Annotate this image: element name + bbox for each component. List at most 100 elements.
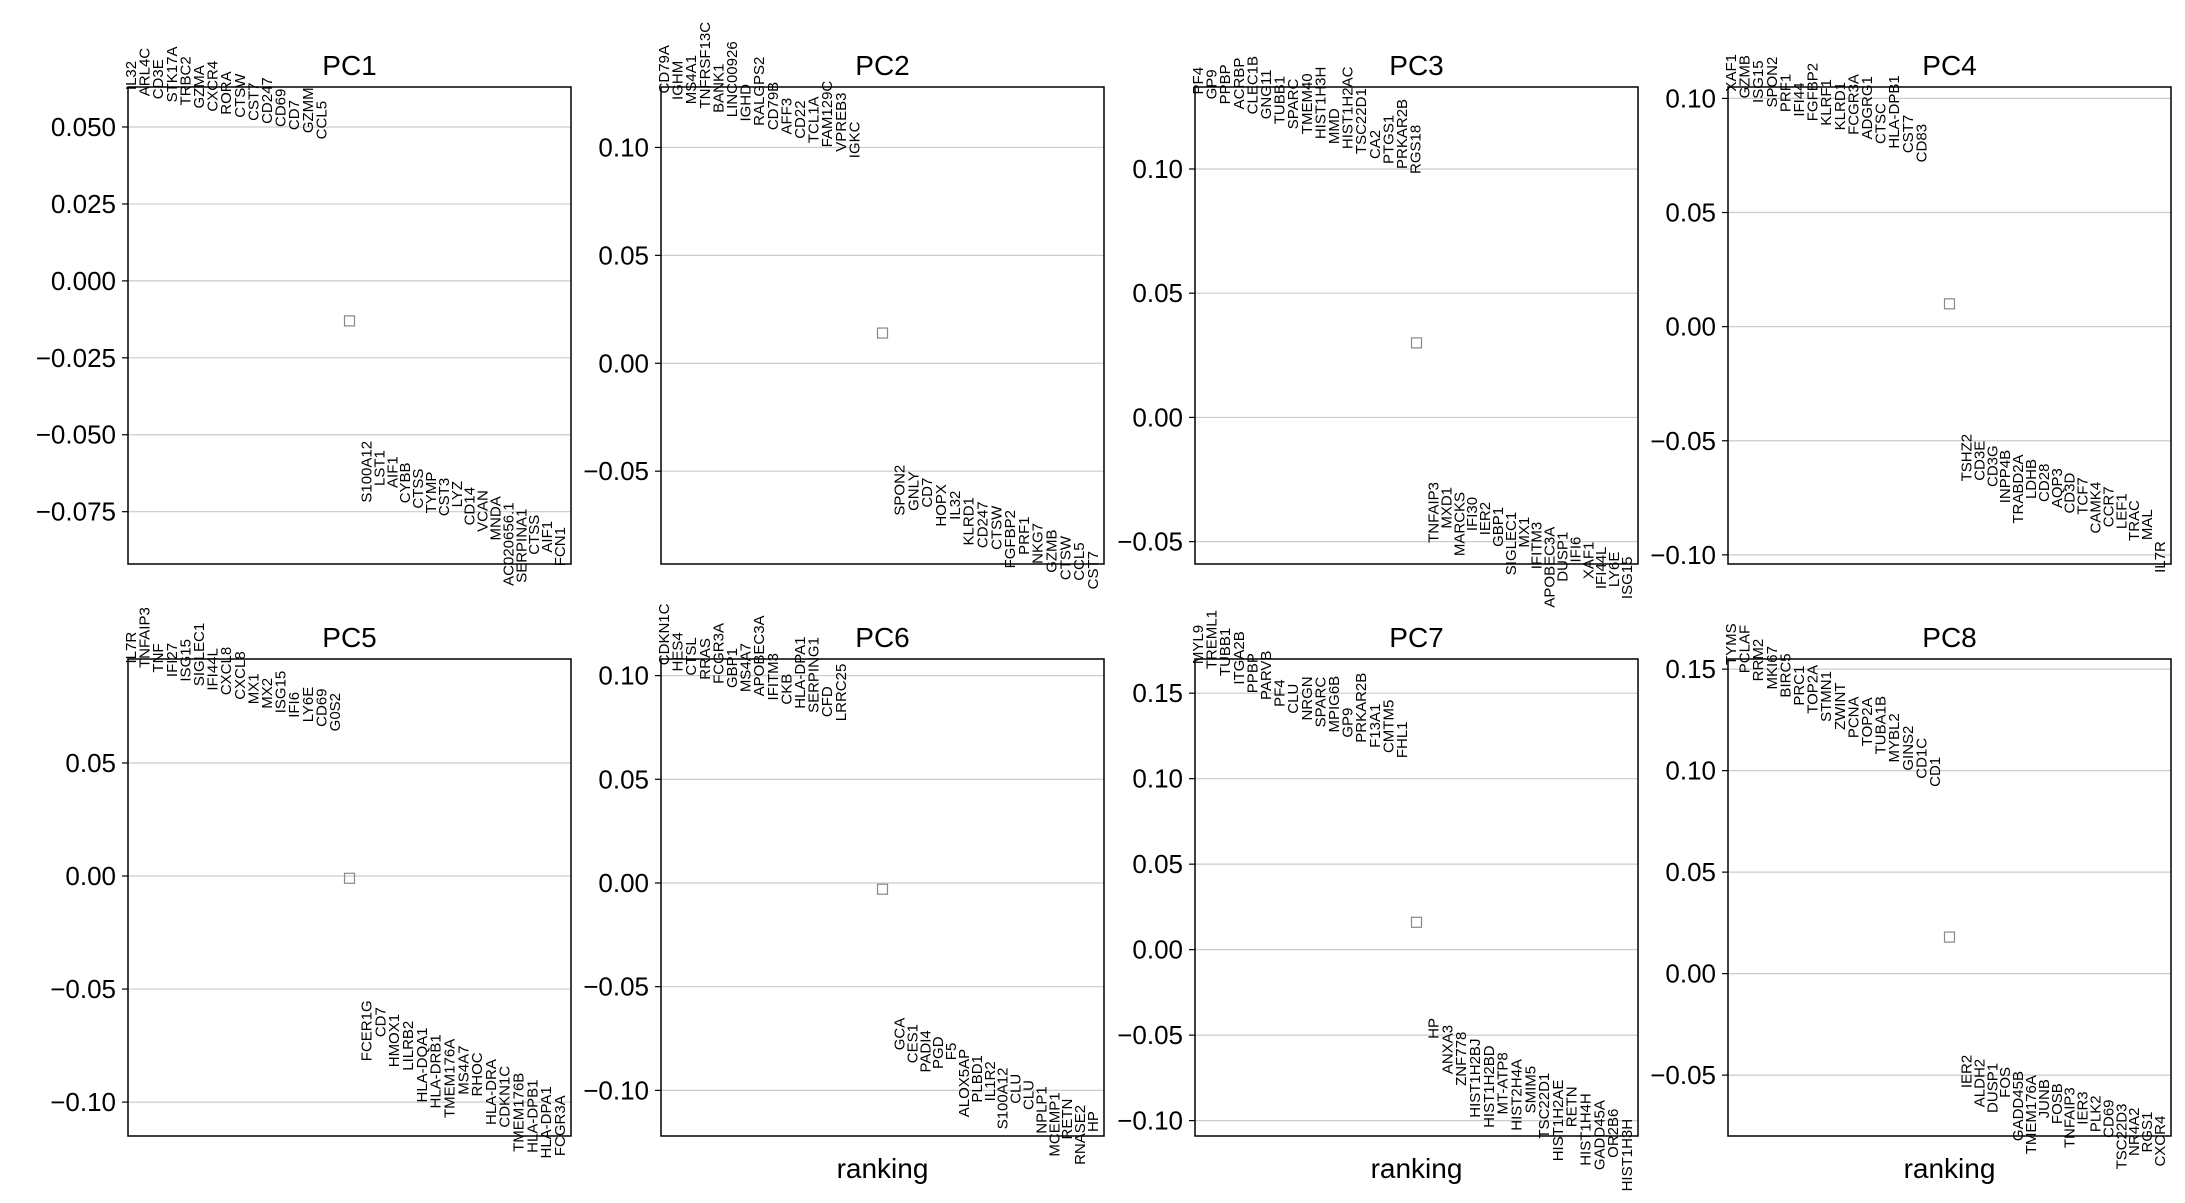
gene-label-bottom: CST3 <box>436 478 453 516</box>
gene-label-bottom: TSC22D3 <box>2113 1104 2130 1170</box>
gene-label-top: CLU <box>1285 684 1302 714</box>
gene-label-bottom: CXCR4 <box>2152 1116 2169 1167</box>
gene-label-top: IFI27 <box>164 643 181 677</box>
gene-label-top: CST7 <box>245 83 262 121</box>
gene-label-bottom: IER2 <box>1959 1055 1976 1088</box>
gene-label-bottom: MXD1 <box>1438 487 1455 529</box>
gene-label-bottom: MNDA <box>488 496 505 540</box>
panel-title: PC2 <box>855 50 909 81</box>
gene-label-top: PTGS1 <box>1380 115 1397 164</box>
pc-panel: 0.15 0.10 0.05 0.00 −0.05 −0.10 PC7 ranking MYL9… <box>1117 610 1639 1192</box>
gene-label-bottom: LYZ <box>449 481 466 507</box>
panel-title: PC5 <box>322 622 376 653</box>
gene-label-bottom: DUSP1 <box>1984 1063 2001 1113</box>
gene-label-top: PRKAR2B <box>1394 99 1411 169</box>
gene-label-top: MX2 <box>259 678 276 709</box>
gene-label-top: IL32 <box>123 61 140 90</box>
gene-label-bottom: CCR7 <box>2100 486 2117 527</box>
y-tick-label: −0.10 <box>1650 540 1716 570</box>
gene-label-bottom: TMEM176A <box>441 1039 458 1118</box>
gene-label-bottom: CCL5 <box>1071 542 1088 580</box>
gene-label-top: CTSW <box>232 73 249 118</box>
gene-label-top: TSC22D1 <box>1353 88 1370 154</box>
pc-panel: 0.10 0.05 0.00 −0.05 PC2 CD79AIGHMMS4A1TNFRSF… <box>583 22 1105 589</box>
gene-label-bottom: GNLY <box>905 471 922 511</box>
y-tick-label: 0.00 <box>65 861 116 891</box>
panel-title: PC7 <box>1389 622 1443 653</box>
y-tick-label: −0.05 <box>50 974 116 1004</box>
middle-marker <box>343 872 356 884</box>
gene-label-bottom: AC020656.1 <box>500 502 517 585</box>
gene-label-top: NRGN <box>1299 676 1316 720</box>
gene-label-top: MX1 <box>245 673 262 704</box>
gene-label-top: PF4 <box>1272 679 1289 707</box>
gene-label-top: RALGPS2 <box>751 57 768 126</box>
gene-label-top: SPON2 <box>1764 57 1781 108</box>
gene-label-bottom: GCA <box>892 1018 909 1051</box>
gene-label-bottom: IER3 <box>2075 1091 2092 1124</box>
gene-label-top: GZMM <box>300 87 317 133</box>
y-tick-label: 0.05 <box>598 764 649 794</box>
gene-label-bottom: AIF1 <box>384 456 401 488</box>
y-tick-label: 0.000 <box>51 266 116 296</box>
gene-label-top: TUBA1B <box>1873 696 1890 754</box>
y-tick-label: −0.10 <box>50 1087 116 1117</box>
y-tick-label: 0.05 <box>65 748 116 778</box>
gene-label-bottom: CD69 <box>2100 1099 2117 1137</box>
gene-label-bottom: NKG7 <box>1030 523 1047 564</box>
gene-label-top: MPIG6B <box>1326 676 1343 733</box>
gene-label-bottom: RETN <box>1059 1099 1076 1140</box>
gene-label-top: PRC1 <box>1791 666 1808 706</box>
middle-marker <box>1410 337 1423 349</box>
gene-label-bottom: NPLP1 <box>1033 1086 1050 1134</box>
gene-label-bottom: SPON2 <box>892 465 909 516</box>
gene-label-top: CD79B <box>765 82 782 130</box>
gene-label-bottom: CTSW <box>1057 535 1074 580</box>
gene-label-top: LY6E <box>300 687 317 723</box>
panel-title: PC6 <box>855 622 909 653</box>
gene-label-bottom: FOS <box>1997 1067 2014 1098</box>
pc-panel: 0.05 0.00 −0.05 −0.10 PC5 IL7RTNFAIP3TNFIFI27… <box>50 607 572 1159</box>
gene-label-bottom: ANXA3 <box>1439 1025 1456 1074</box>
middle-marker <box>876 883 889 895</box>
gene-label-top: GP9 <box>1204 69 1221 99</box>
y-tick-label: 0.10 <box>1132 764 1183 794</box>
y-tick-label: 0.025 <box>51 189 116 219</box>
gene-label-bottom: HIST1H2BJ <box>1467 1039 1484 1118</box>
gene-label-bottom: TRAC <box>2126 500 2143 541</box>
plot-frame <box>1727 658 2172 1137</box>
gene-label-top: GP9 <box>1340 708 1357 738</box>
gene-label-top: ARL4C <box>137 48 154 97</box>
gene-label-top: PARVB <box>1258 651 1275 700</box>
y-tick-label: −0.10 <box>1117 1106 1183 1136</box>
gene-label-bottom: IER2 <box>1477 502 1494 535</box>
gene-label-bottom: RNASE2 <box>1072 1105 1089 1165</box>
gene-label-bottom: HIST1H4H <box>1578 1093 1595 1166</box>
gene-label-top: IL7R <box>123 632 140 664</box>
gene-label-top: HLA-DPA1 <box>792 637 809 709</box>
gene-label-bottom: TYMP <box>423 472 440 514</box>
gene-label-bottom: CD3D <box>2062 473 2079 514</box>
gene-label-top: CXCL8 <box>232 651 249 699</box>
gene-label-bottom: KLRD1 <box>961 497 978 545</box>
gene-label-bottom: HIST1H2BD <box>1481 1045 1498 1128</box>
y-tick-label: 0.00 <box>598 348 649 378</box>
plot-frame <box>1194 658 1639 1137</box>
gene-label-top: CMTM5 <box>1380 700 1397 753</box>
gene-label-bottom: MT-ATP8 <box>1495 1052 1512 1114</box>
gene-label-bottom: HP <box>1085 1111 1102 1132</box>
gene-label-bottom: RETN <box>1564 1086 1581 1127</box>
plot-frame <box>1194 86 1639 565</box>
gene-label-top: PCLAF <box>1737 625 1754 673</box>
gene-label-bottom: TCF7 <box>2075 477 2092 514</box>
gene-label-bottom: FCN1 <box>552 527 569 566</box>
y-tick-label: 0.05 <box>1665 198 1716 228</box>
gene-label-top: CTSL <box>683 637 700 675</box>
gene-label-top: ADGRG1 <box>1859 76 1876 139</box>
y-tick-label: 0.00 <box>1132 935 1183 965</box>
gene-label-bottom: HIST2H4A <box>1508 1059 1525 1131</box>
gene-label-bottom: CTSW <box>988 505 1005 550</box>
gene-label-bottom: HIST1H3H <box>1619 1119 1636 1192</box>
y-tick-label: 0.05 <box>1665 857 1716 887</box>
